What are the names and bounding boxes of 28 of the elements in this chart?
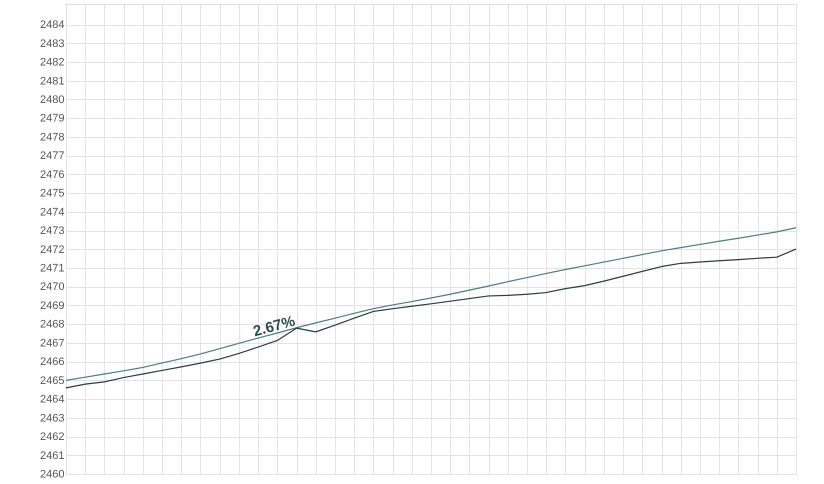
y-tick-label: 2462 xyxy=(40,431,64,444)
line-series xyxy=(65,248,797,388)
y-tick-label: 2468 xyxy=(40,318,64,331)
y-tick-label: 2461 xyxy=(40,450,64,462)
line-series xyxy=(65,227,797,381)
y-tick-label: 2469 xyxy=(40,300,64,312)
y-tick-label: 2473 xyxy=(40,225,64,238)
y-tick-label: 2471 xyxy=(40,262,64,275)
y-tick-label: 2475 xyxy=(40,188,64,200)
y-tick-label: 2470 xyxy=(40,281,64,294)
y-tick-label: 2472 xyxy=(40,244,64,256)
y-tick-label: 2477 xyxy=(40,150,64,162)
y-tick-label: 2466 xyxy=(40,356,64,368)
y-tick-label: 2474 xyxy=(40,206,64,218)
y-tick-label: 2460 xyxy=(40,468,64,480)
y-tick-label: 2481 xyxy=(40,75,64,88)
y-tick-label: 2482 xyxy=(40,56,64,69)
y-tick-label: 2476 xyxy=(40,168,64,181)
y-tick-label: 2465 xyxy=(40,374,64,387)
annotation: 2.67% xyxy=(251,312,297,340)
y-tick-label: 2467 xyxy=(40,337,64,350)
y-tick-label: 2479 xyxy=(40,112,64,125)
y-tick-label: 2463 xyxy=(40,412,64,424)
y-tick-label: 2484 xyxy=(40,19,64,32)
y-tick-label: 2483 xyxy=(40,38,64,50)
y-tick-label: 2464 xyxy=(40,394,64,406)
y-tick-label: 2480 xyxy=(40,94,64,106)
y-tick-label: 2478 xyxy=(40,131,64,144)
